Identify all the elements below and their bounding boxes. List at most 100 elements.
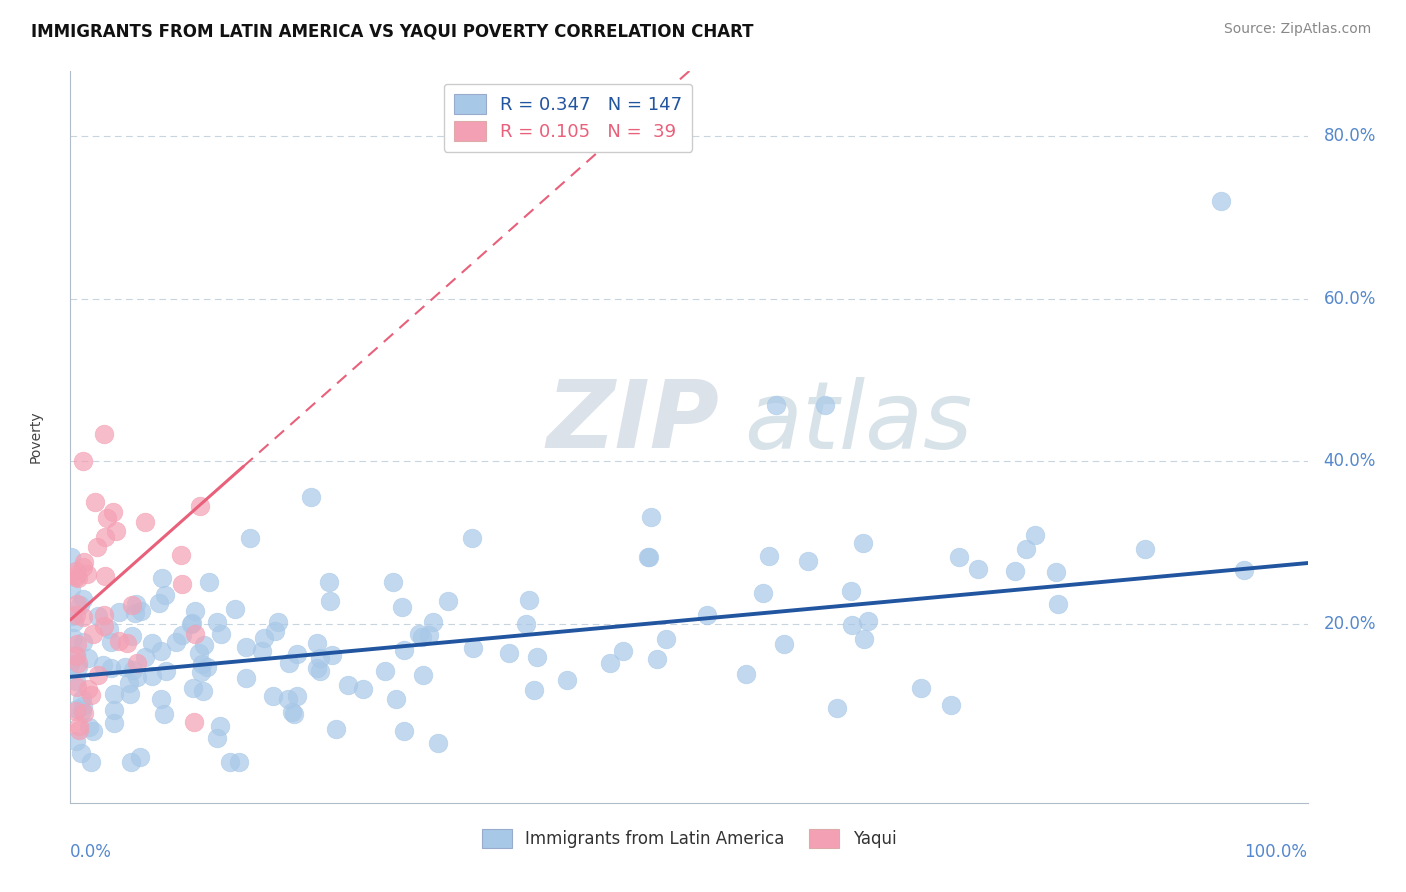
- Point: [515, 616, 537, 631]
- Text: 60.0%: 60.0%: [1323, 290, 1376, 308]
- Text: Source: ZipAtlas.com: Source: ZipAtlas.com: [1223, 22, 1371, 37]
- Point: [285, 689, 308, 703]
- Text: 20.0%: 20.0%: [1323, 615, 1376, 633]
- Text: 0.0%: 0.0%: [70, 843, 112, 861]
- Point: [65, 607, 87, 622]
- Point: [205, 731, 228, 746]
- Point: [70, 704, 93, 718]
- Point: [101, 505, 124, 519]
- Point: [124, 606, 146, 620]
- Point: [100, 661, 122, 675]
- Point: [153, 707, 176, 722]
- Point: [117, 635, 139, 649]
- Point: [523, 683, 546, 698]
- Point: [72, 591, 94, 606]
- Point: [94, 569, 117, 583]
- Point: [93, 607, 115, 622]
- Point: [696, 608, 718, 623]
- Point: [427, 736, 450, 750]
- Point: [96, 511, 118, 525]
- Point: [121, 598, 143, 612]
- Point: [1047, 597, 1070, 611]
- Point: [76, 651, 98, 665]
- Point: [252, 631, 274, 645]
- Point: [599, 656, 621, 670]
- Point: [69, 598, 91, 612]
- Point: [765, 398, 787, 412]
- Point: [65, 637, 87, 651]
- Point: [209, 719, 232, 733]
- Point: [141, 669, 163, 683]
- Point: [87, 668, 110, 682]
- Point: [65, 564, 87, 578]
- Point: [307, 636, 329, 650]
- Point: [219, 755, 242, 769]
- Point: [1133, 542, 1156, 557]
- Point: [309, 651, 332, 665]
- Point: [131, 604, 153, 618]
- Text: Poverty: Poverty: [28, 411, 42, 463]
- Point: [134, 515, 156, 529]
- Point: [612, 643, 634, 657]
- Point: [267, 615, 290, 629]
- Point: [65, 648, 87, 663]
- Point: [193, 638, 215, 652]
- Point: [65, 734, 87, 748]
- Text: 40.0%: 40.0%: [1323, 452, 1376, 470]
- Point: [498, 646, 520, 660]
- Point: [250, 644, 273, 658]
- Point: [103, 715, 125, 730]
- Point: [797, 554, 820, 568]
- Point: [637, 549, 659, 564]
- Point: [62, 631, 84, 645]
- Point: [148, 596, 170, 610]
- Point: [60, 608, 83, 623]
- Point: [637, 550, 659, 565]
- Point: [352, 681, 374, 696]
- Point: [645, 652, 668, 666]
- Point: [412, 667, 434, 681]
- Point: [180, 616, 202, 631]
- Point: [65, 597, 87, 611]
- Point: [100, 634, 122, 648]
- Point: [460, 531, 482, 545]
- Point: [948, 550, 970, 565]
- Point: [209, 627, 232, 641]
- Point: [1015, 541, 1038, 556]
- Point: [188, 500, 211, 514]
- Point: [65, 648, 87, 663]
- Point: [184, 604, 207, 618]
- Point: [70, 746, 93, 760]
- Point: [105, 524, 128, 538]
- Point: [108, 634, 131, 648]
- Point: [281, 705, 304, 719]
- Point: [72, 698, 94, 713]
- Point: [966, 561, 988, 575]
- Point: [408, 627, 430, 641]
- Point: [72, 560, 94, 574]
- Point: [65, 570, 87, 584]
- Point: [655, 632, 678, 646]
- Point: [325, 722, 347, 736]
- Point: [118, 687, 141, 701]
- Legend: Immigrants from Latin America, Yaqui: Immigrants from Latin America, Yaqui: [474, 821, 904, 856]
- Point: [385, 692, 408, 706]
- Point: [758, 549, 780, 564]
- Point: [134, 650, 156, 665]
- Point: [91, 657, 114, 672]
- Point: [84, 495, 107, 509]
- Point: [751, 586, 773, 600]
- Point: [127, 669, 149, 683]
- Point: [149, 692, 172, 706]
- Point: [1004, 564, 1026, 578]
- Point: [224, 601, 246, 615]
- Point: [852, 536, 875, 550]
- Text: 80.0%: 80.0%: [1323, 128, 1376, 145]
- Point: [277, 692, 299, 706]
- Point: [411, 631, 433, 645]
- Point: [299, 491, 322, 505]
- Point: [318, 575, 340, 590]
- Point: [155, 665, 177, 679]
- Point: [128, 750, 150, 764]
- Point: [735, 667, 758, 681]
